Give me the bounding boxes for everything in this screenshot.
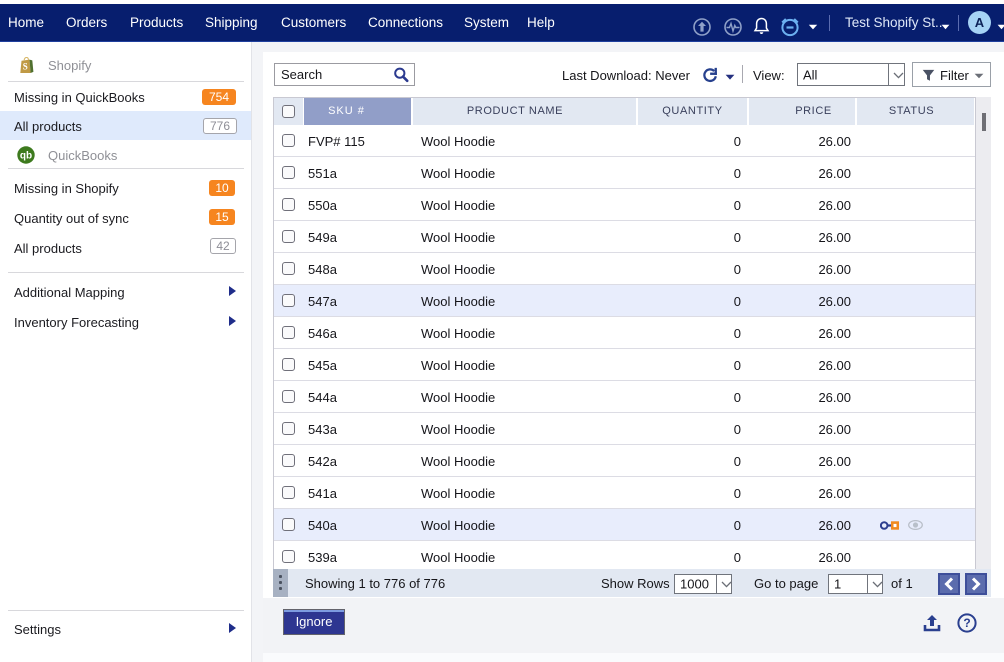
svg-text:S: S — [23, 62, 28, 72]
svg-text:qb: qb — [20, 151, 32, 162]
svg-text:?: ? — [963, 616, 970, 630]
